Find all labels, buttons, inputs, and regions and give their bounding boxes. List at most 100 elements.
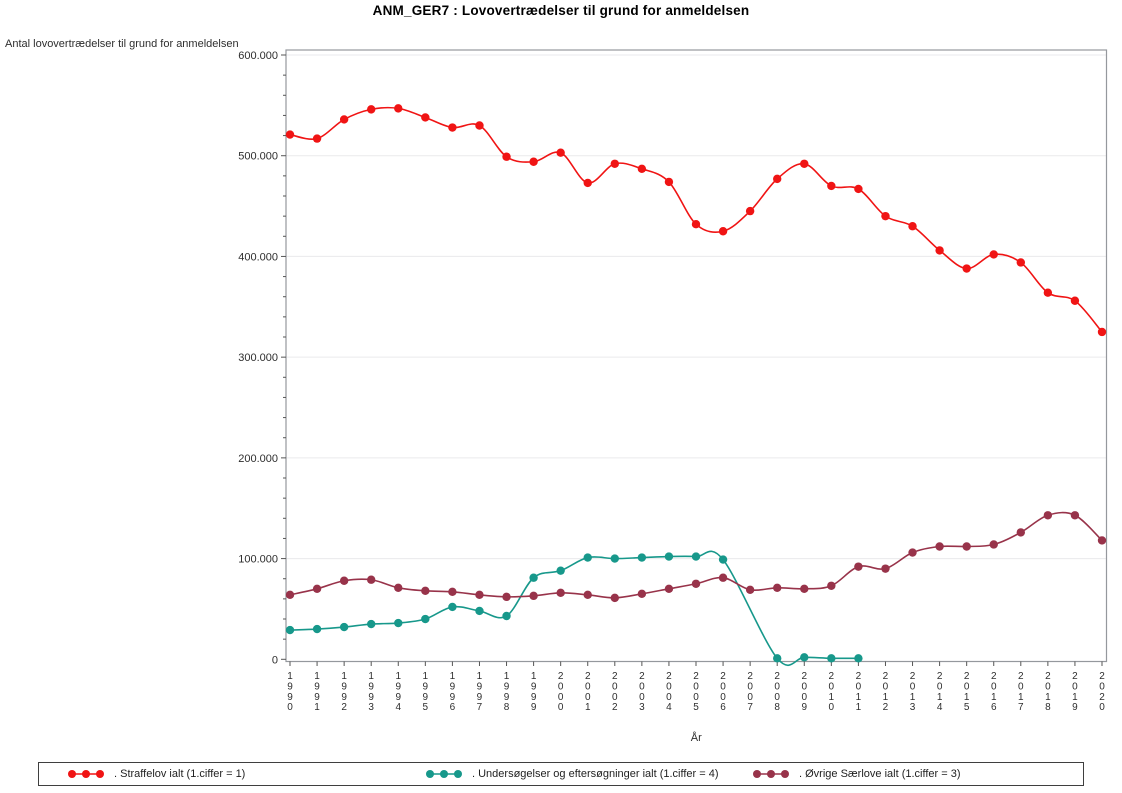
y-tick-label: 0 xyxy=(272,654,278,666)
data-point-ovrige xyxy=(800,584,809,593)
data-point-undersogelser xyxy=(529,573,538,582)
data-point-straffelov xyxy=(1070,296,1080,305)
data-point-undersogelser xyxy=(691,552,701,561)
data-point-ovrige xyxy=(773,583,782,592)
data-point-straffelov xyxy=(745,206,755,216)
data-point-undersogelser xyxy=(312,624,322,634)
data-point-ovrige xyxy=(854,562,863,571)
y-tick-label: 400.000 xyxy=(238,251,278,263)
y-tick-label: 500.000 xyxy=(238,151,278,163)
series-line-straffelov xyxy=(289,106,1103,333)
x-axis-label: År xyxy=(691,731,702,744)
data-point-straffelov xyxy=(529,157,538,166)
data-point-ovrige xyxy=(989,540,998,549)
legend-item-ovrige: . Øvrige Særlove ialt (1.ciffer = 3) xyxy=(751,763,961,785)
y-tick-label: 200.000 xyxy=(238,453,278,465)
data-point-straffelov xyxy=(583,178,592,188)
data-point-ovrige xyxy=(1016,528,1026,537)
data-point-undersogelser xyxy=(421,614,430,624)
data-point-straffelov xyxy=(502,152,511,161)
data-point-ovrige xyxy=(502,592,511,602)
data-point-straffelov xyxy=(339,115,349,124)
data-point-ovrige xyxy=(610,593,620,603)
legend-item-straffelov: . Straffelov ialt (1.ciffer = 1) xyxy=(66,763,245,785)
data-point-ovrige xyxy=(962,542,971,551)
data-point-undersogelser xyxy=(854,654,863,663)
data-point-straffelov xyxy=(881,211,890,221)
data-point-ovrige xyxy=(664,584,674,593)
legend-label: . Øvrige Særlove ialt (1.ciffer = 3) xyxy=(799,768,961,780)
data-point-ovrige xyxy=(421,586,430,596)
data-point-ovrige xyxy=(691,579,701,588)
data-point-straffelov xyxy=(1043,288,1053,297)
data-point-straffelov xyxy=(718,227,728,236)
data-point-ovrige xyxy=(637,589,647,599)
legend-item-undersogelser: . Undersøgelser og eftersøgninger ialt (… xyxy=(424,763,719,785)
legend: . Straffelov ialt (1.ciffer = 1) . Under… xyxy=(38,762,1084,786)
data-point-straffelov xyxy=(1016,258,1026,267)
y-tick-label: 600.000 xyxy=(238,50,278,62)
data-point-undersogelser xyxy=(583,553,592,562)
plot-frame xyxy=(285,49,1108,663)
data-point-straffelov xyxy=(556,148,565,157)
data-point-undersogelser xyxy=(610,554,620,563)
data-point-straffelov xyxy=(367,105,376,114)
data-point-ovrige xyxy=(367,575,376,584)
data-point-ovrige xyxy=(827,581,836,590)
data-point-undersogelser xyxy=(800,653,809,662)
data-point-ovrige xyxy=(475,590,484,600)
data-point-undersogelser xyxy=(502,611,511,621)
data-point-straffelov xyxy=(989,250,998,259)
data-point-undersogelser xyxy=(475,606,484,616)
data-point-straffelov xyxy=(854,184,863,194)
data-point-straffelov xyxy=(962,264,971,273)
data-point-undersogelser xyxy=(827,654,836,663)
data-point-undersogelser xyxy=(637,553,647,562)
data-point-straffelov xyxy=(827,181,836,191)
y-axis-label: Antal lovovertrædelser til grund for anm… xyxy=(5,38,239,50)
y-tick-label: 100.000 xyxy=(238,554,278,566)
legend-label: . Straffelov ialt (1.ciffer = 1) xyxy=(114,768,246,780)
data-point-straffelov xyxy=(935,246,944,255)
data-point-ovrige xyxy=(908,548,917,557)
line-marker-icon xyxy=(753,770,789,778)
data-point-straffelov xyxy=(908,222,917,231)
data-point-straffelov xyxy=(610,159,620,168)
data-point-ovrige xyxy=(1070,511,1080,520)
line-marker-icon xyxy=(426,770,462,778)
data-point-straffelov xyxy=(773,174,782,184)
data-point-ovrige xyxy=(583,590,592,600)
data-point-ovrige xyxy=(1043,511,1053,520)
data-point-undersogelser xyxy=(556,566,565,575)
data-point-straffelov xyxy=(637,164,647,174)
data-point-undersogelser xyxy=(394,618,403,628)
data-point-undersogelser xyxy=(339,622,349,632)
data-point-ovrige xyxy=(881,564,890,573)
data-point-straffelov xyxy=(394,104,403,113)
